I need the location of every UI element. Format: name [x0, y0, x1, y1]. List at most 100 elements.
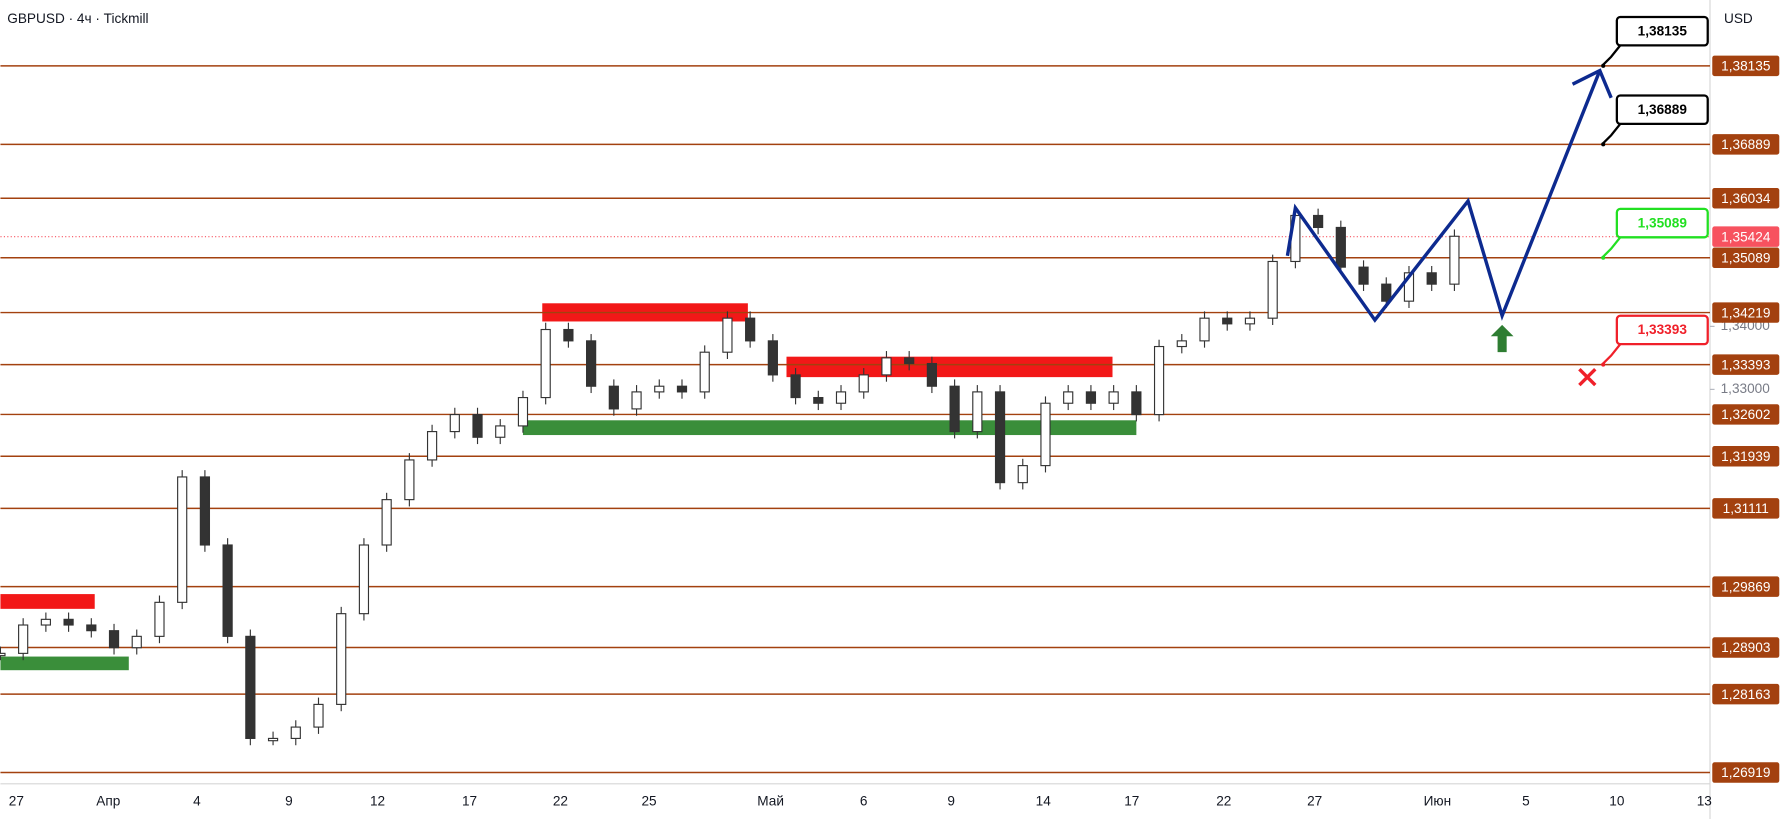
x-tick-label: 27: [9, 794, 24, 809]
candle: [654, 385, 665, 393]
level-label: 1,28903: [1721, 640, 1770, 655]
candle: [1403, 272, 1415, 302]
level-label: 1,32602: [1721, 407, 1770, 422]
callout-dot: [1601, 362, 1606, 367]
level-label: 1,26919: [1721, 765, 1770, 780]
candle: [813, 396, 824, 404]
candle: [404, 459, 415, 501]
level-label: 1,38135: [1721, 59, 1770, 74]
resistance-zone: [786, 356, 1113, 378]
candle: [1312, 214, 1324, 229]
candle: [86, 624, 97, 632]
candle: [994, 391, 1006, 484]
level-label: 1,31111: [1723, 501, 1769, 516]
candle: [63, 618, 74, 626]
x-tick-label: 12: [370, 794, 385, 809]
candle: [926, 362, 938, 387]
x-tick-label: 13: [1697, 794, 1712, 809]
callout-label: 1,36889: [1638, 102, 1688, 117]
callout-box: [1615, 207, 1709, 239]
x-tick-label: 22: [1216, 794, 1231, 809]
callout-box: [1615, 314, 1709, 346]
y-tick-label: 1,33000: [1721, 381, 1771, 396]
candle: [267, 737, 279, 742]
x-tick-label: Апр: [96, 794, 120, 809]
level-label: 1,35089: [1721, 250, 1770, 265]
candle: [540, 328, 551, 399]
callout-box: [1615, 15, 1709, 47]
callout-box: [1615, 94, 1709, 126]
candle: [881, 357, 892, 376]
candle: [1381, 283, 1392, 302]
candle: [18, 624, 29, 654]
support-zone: [522, 420, 1137, 436]
x-tick-label: 22: [553, 794, 568, 809]
candle: [1153, 345, 1165, 416]
callout-label: 1,35089: [1638, 215, 1688, 230]
x-tick-label: 17: [1124, 794, 1139, 809]
candle: [381, 499, 392, 546]
callout-label: 1,33393: [1638, 322, 1688, 337]
level-label: 1,36889: [1721, 137, 1770, 152]
candle: [108, 630, 120, 649]
x-tick-label: 6: [860, 794, 868, 809]
level-label: 1,36034: [1721, 191, 1771, 206]
level-label-box: [1712, 187, 1780, 209]
candle: [790, 374, 801, 399]
candle: [1267, 260, 1278, 319]
level-label-box: [1712, 762, 1780, 783]
x-tick-label: 4: [193, 794, 201, 809]
candle: [972, 391, 983, 433]
level-label-box: [1712, 576, 1780, 597]
candle: [40, 618, 51, 626]
candle: [290, 726, 301, 739]
candle: [1017, 465, 1028, 484]
candle: [495, 425, 506, 438]
candle: [949, 385, 960, 433]
up-arrow: [1490, 324, 1514, 353]
candle: [586, 340, 597, 387]
current-price-box: [1712, 226, 1780, 247]
candle: [154, 601, 165, 637]
callout-dot: [1601, 142, 1606, 147]
candle: [199, 476, 211, 546]
x-tick-label: Май: [757, 794, 784, 809]
candle: [858, 374, 869, 393]
level-label-box: [1712, 354, 1780, 375]
cross-mark: [1578, 367, 1597, 387]
candle: [1358, 266, 1369, 285]
candle: [1426, 272, 1437, 285]
candle: [517, 396, 529, 427]
x-tick-label: 9: [947, 794, 955, 809]
candle: [472, 414, 483, 438]
candle: [835, 391, 847, 404]
callout-pointer: [1601, 236, 1622, 259]
candle: [1108, 391, 1119, 404]
x-tick-label: 25: [641, 794, 656, 809]
level-label-box: [1712, 302, 1780, 323]
callout-dot: [1601, 255, 1606, 260]
x-tick-label: Июн: [1424, 794, 1452, 809]
candle: [676, 385, 688, 393]
candle: [1244, 317, 1256, 325]
candle: [1063, 391, 1074, 404]
candle: [358, 544, 370, 615]
candle: [699, 351, 710, 393]
level-label-box: [1712, 683, 1780, 705]
candle: [745, 317, 756, 342]
resistance-zone: [0, 594, 95, 609]
x-tick-label: 5: [1522, 794, 1530, 809]
currency-label: USD: [1724, 11, 1753, 26]
x-tick-label: 17: [462, 794, 477, 809]
candle: [563, 328, 574, 342]
level-label: 1,28163: [1721, 687, 1770, 702]
callout-pointer: [1601, 343, 1622, 366]
candle: [336, 613, 347, 705]
current-price-label: 1,35424: [1721, 229, 1771, 244]
support-zone: [0, 656, 129, 671]
candle: [904, 357, 915, 365]
level-label: 1,33393: [1721, 357, 1770, 372]
level-label: 1,31939: [1721, 449, 1770, 464]
projection-arrowhead: [1571, 68, 1613, 99]
